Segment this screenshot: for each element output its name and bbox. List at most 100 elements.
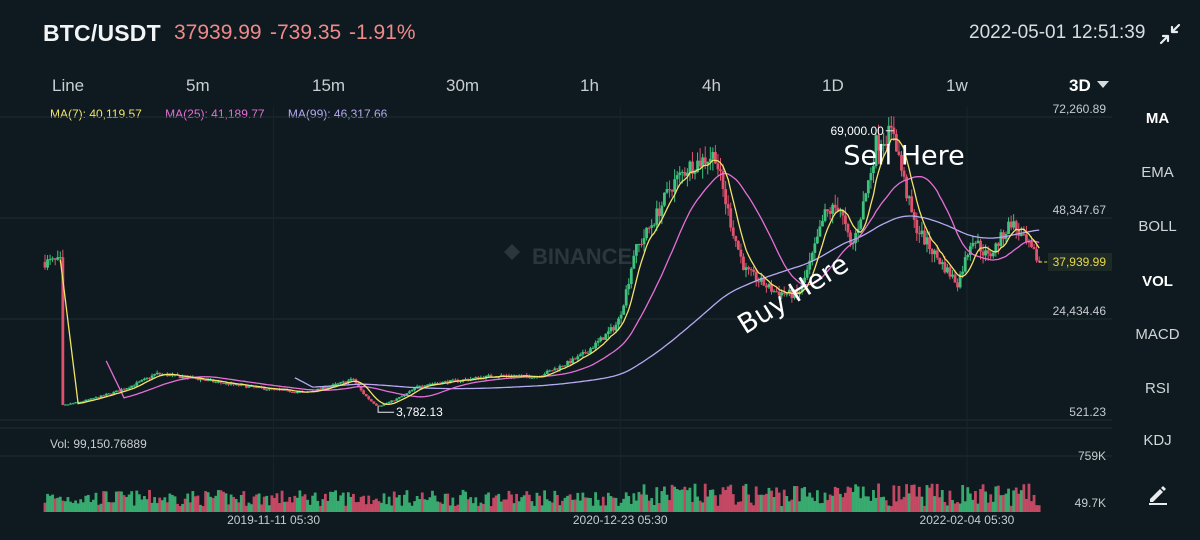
volume-bar bbox=[275, 493, 279, 512]
candle-body bbox=[923, 230, 926, 245]
candle-body bbox=[1030, 241, 1033, 248]
candle-body bbox=[293, 392, 297, 394]
candle-body bbox=[1012, 221, 1016, 228]
tab-4h[interactable]: 4h bbox=[702, 76, 721, 95]
tab-5m[interactable]: 5m bbox=[186, 76, 210, 95]
high-marker-label: 69,000.00 bbox=[830, 124, 884, 138]
collapse-arrows-icon[interactable] bbox=[1158, 22, 1182, 46]
candle-body bbox=[229, 383, 233, 385]
candle-body bbox=[143, 378, 146, 380]
candle-body bbox=[780, 292, 784, 296]
volume-tick-label-1: 49.7K bbox=[1075, 496, 1106, 510]
volume-bar bbox=[232, 496, 236, 512]
volume-bar bbox=[176, 503, 179, 512]
candle-body bbox=[688, 161, 692, 173]
candle-body bbox=[933, 250, 937, 255]
indicator-kdj[interactable]: KDJ bbox=[1143, 432, 1172, 449]
indicator-rsi[interactable]: RSI bbox=[1144, 380, 1170, 397]
volume-bar bbox=[239, 495, 243, 512]
volume-bar bbox=[657, 503, 661, 512]
indicator-macd[interactable]: MACD bbox=[1135, 326, 1180, 343]
volume-bar bbox=[563, 497, 567, 512]
volume-bar bbox=[872, 489, 875, 512]
candle-body bbox=[1035, 249, 1039, 261]
pencil-draw-icon[interactable] bbox=[1146, 482, 1170, 506]
candle-body bbox=[563, 365, 567, 367]
volume-bar bbox=[137, 494, 141, 512]
candle-body bbox=[369, 399, 373, 402]
volume-bar bbox=[640, 494, 643, 512]
candle-body bbox=[1007, 221, 1010, 234]
candle-body bbox=[1032, 247, 1036, 250]
volume-bar bbox=[209, 496, 213, 512]
x-tick-label-1: 2020-12-23 05:30 bbox=[573, 513, 668, 527]
volume-bar bbox=[214, 495, 218, 512]
volume-bar bbox=[622, 498, 626, 512]
volume-bar bbox=[494, 495, 498, 512]
candle-body bbox=[400, 396, 404, 398]
candle-body bbox=[74, 402, 77, 404]
volume-bar bbox=[311, 495, 315, 512]
candle-body bbox=[989, 253, 993, 257]
indicator-boll[interactable]: BOLL bbox=[1138, 218, 1177, 235]
price-change-percent: -1.91% bbox=[349, 21, 416, 44]
candle-body bbox=[53, 258, 57, 260]
tab-1h[interactable]: 1h bbox=[580, 76, 599, 95]
volume-bar bbox=[79, 499, 83, 512]
candle-body bbox=[46, 259, 49, 268]
candle-body bbox=[905, 176, 908, 199]
volume-bar bbox=[46, 493, 49, 512]
volume-bar bbox=[148, 489, 151, 512]
tab-1w[interactable]: 1w bbox=[946, 76, 968, 95]
volume-bar bbox=[102, 491, 106, 512]
candle-body bbox=[1025, 234, 1028, 242]
tab-15m[interactable]: 15m bbox=[312, 76, 346, 95]
volume-bar bbox=[775, 487, 778, 512]
volume-bar bbox=[436, 501, 439, 512]
candle-body bbox=[884, 143, 888, 146]
volume-bar bbox=[364, 504, 368, 512]
pair-symbol[interactable]: BTC/USDT bbox=[43, 20, 161, 46]
volume-bar bbox=[466, 499, 470, 512]
candle-body bbox=[675, 175, 679, 180]
candle-body bbox=[298, 391, 302, 393]
volume-bar bbox=[683, 486, 687, 512]
volume-bar bbox=[612, 497, 615, 512]
tab-3d[interactable]: 3D bbox=[1069, 76, 1109, 96]
tab-line[interactable]: Line bbox=[52, 76, 85, 95]
header: BTC/USDT 37939.99 -739.35 -1.91% 2022-05… bbox=[0, 0, 1200, 66]
volume-bar bbox=[617, 505, 620, 512]
candle-body bbox=[685, 172, 689, 176]
volume-bar bbox=[415, 495, 419, 512]
candle-body bbox=[436, 383, 439, 385]
volume-bar bbox=[469, 497, 473, 512]
candle-body bbox=[739, 249, 743, 257]
volume-bar bbox=[698, 500, 702, 512]
volume-bar bbox=[155, 503, 159, 512]
volume-bar bbox=[691, 501, 694, 512]
volume-bar bbox=[971, 499, 975, 512]
indicator-ma[interactable]: MA bbox=[1145, 110, 1170, 127]
volume-bar bbox=[367, 495, 371, 512]
candle-body bbox=[137, 381, 141, 383]
volume-bar bbox=[94, 492, 98, 512]
tab-1d[interactable]: 1D bbox=[822, 76, 844, 95]
candle-body bbox=[986, 250, 990, 254]
candle-body bbox=[122, 389, 126, 391]
tab-30m[interactable]: 30m bbox=[446, 76, 480, 95]
volume-bar bbox=[1037, 505, 1041, 512]
candle-body bbox=[701, 157, 705, 167]
candle-body bbox=[273, 388, 276, 390]
indicator-ema[interactable]: EMA bbox=[1141, 164, 1174, 181]
indicator-vol[interactable]: VOL bbox=[1142, 273, 1173, 290]
volume-bar bbox=[833, 486, 837, 512]
volume-bar bbox=[846, 486, 850, 512]
volume-bar bbox=[51, 494, 55, 512]
candle-body bbox=[216, 381, 220, 383]
volume-bar bbox=[403, 494, 406, 512]
volume-bar bbox=[507, 490, 511, 512]
volume-bar bbox=[734, 504, 738, 512]
volume-bar bbox=[953, 503, 957, 512]
volume-bar bbox=[390, 505, 394, 512]
